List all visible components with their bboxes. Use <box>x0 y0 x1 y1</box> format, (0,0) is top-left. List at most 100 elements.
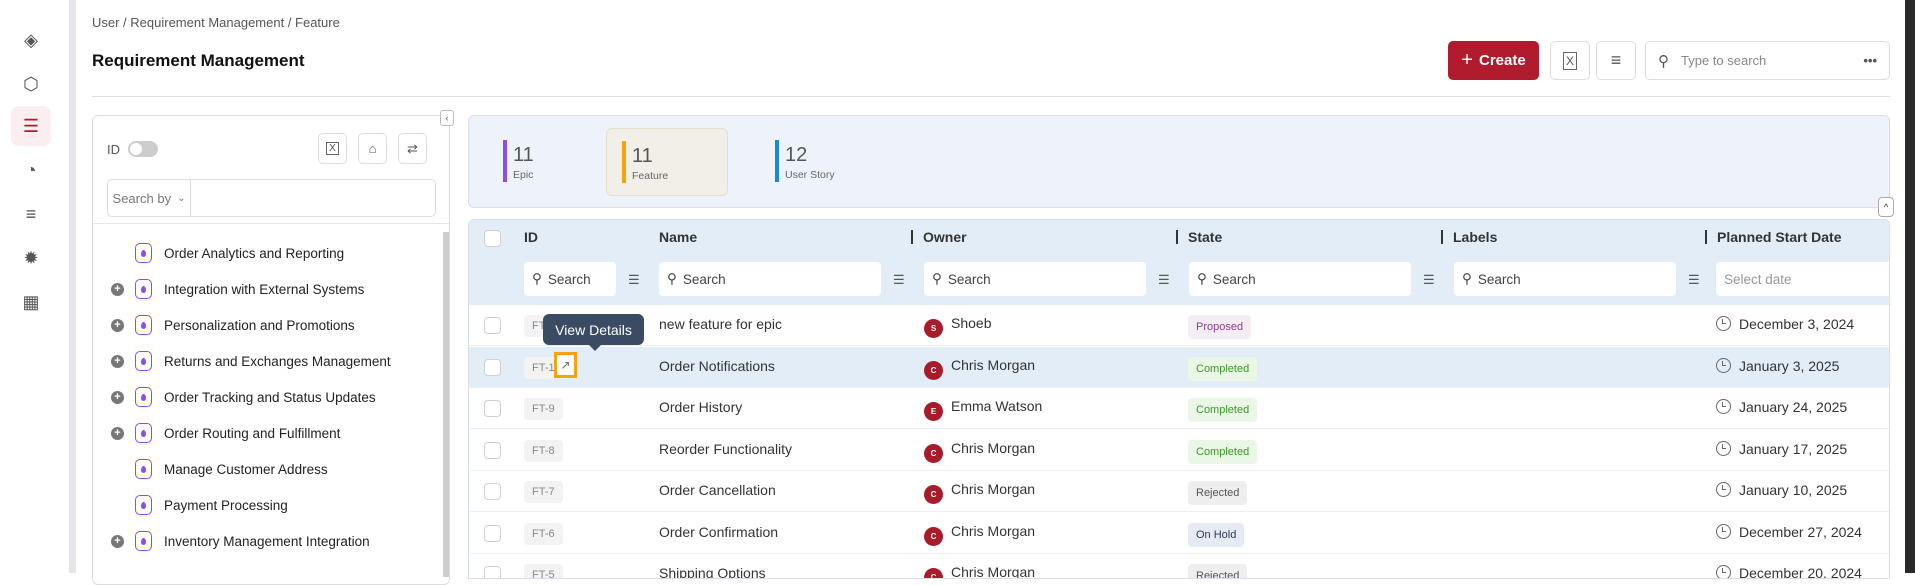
row-checkbox[interactable] <box>484 483 501 500</box>
filter-icon[interactable]: ☰ <box>1158 272 1170 287</box>
playlist-icon[interactable]: ≡ <box>25 203 37 224</box>
tree-scrollbar[interactable] <box>443 232 449 577</box>
select-all-checkbox[interactable] <box>484 230 501 247</box>
feature-name[interactable]: Order Cancellation <box>659 482 776 498</box>
column-filter-input[interactable]: ⚲ Search <box>1189 262 1411 296</box>
status-badge: Proposed <box>1188 315 1252 339</box>
chevron-down-icon: ⌄ <box>177 192 186 204</box>
date-placeholder: Select date <box>1724 271 1792 287</box>
filter-icon[interactable]: ☰ <box>1688 272 1700 287</box>
owner-name: Chris Morgan <box>951 439 1036 456</box>
feature-name[interactable]: Order History <box>659 399 743 415</box>
align-button[interactable]: ≡ <box>1596 41 1636 80</box>
feature-name[interactable]: Order Notifications <box>659 357 775 374</box>
tree-item[interactable]: + Returns and Exchanges Management <box>93 346 449 376</box>
layers-icon[interactable]: ◈ <box>24 29 38 50</box>
stat-feature[interactable]: 11 Feature <box>606 128 728 196</box>
more-icon[interactable]: ••• <box>1863 53 1877 68</box>
tree-item[interactable]: Order Analytics and Reporting <box>93 238 449 268</box>
feature-name[interactable]: Reorder Functionality <box>659 440 793 457</box>
expand-icon[interactable]: + <box>111 318 124 332</box>
column-filter-input[interactable]: ⚲ Search <box>924 262 1146 296</box>
feature-name[interactable]: Shipping Options <box>659 565 766 579</box>
column-filter-input[interactable]: ⚲ Search <box>1454 262 1676 296</box>
tree-item[interactable]: + Order Tracking and Status Updates <box>93 382 449 412</box>
expand-icon[interactable]: + <box>111 390 124 404</box>
excel-export-button[interactable]: X <box>1550 41 1590 80</box>
owner: C Chris Morgan <box>924 481 1035 504</box>
tree-item[interactable]: Manage Customer Address <box>93 454 449 484</box>
tree-item[interactable]: + Integration with External Systems <box>93 274 449 304</box>
column-header-labels[interactable]: Labels <box>1441 229 1497 245</box>
stat-user-story[interactable]: 12 User Story <box>741 128 863 196</box>
view-details-button[interactable]: ↗ <box>554 352 577 378</box>
search-icon: ⚲ <box>1462 271 1472 286</box>
column-header-owner[interactable]: Owner <box>911 229 967 245</box>
stat-epic[interactable]: 11 Epic <box>469 128 591 196</box>
column-header-planned-start-date[interactable]: Planned Start Date <box>1705 229 1841 245</box>
tree-swap-button[interactable]: ⇄ <box>398 133 427 164</box>
column-header-name[interactable]: Name <box>659 229 698 245</box>
stat-count: 11 <box>632 145 653 167</box>
expand-icon[interactable]: + <box>111 534 124 548</box>
table-row[interactable]: FT-5 Shipping Options C Chris Morgan Reje… <box>469 554 1889 579</box>
table-row[interactable]: FT-9 Order History E Emma Watson Complete… <box>469 388 1889 429</box>
collapse-panel-button[interactable]: ‹ <box>440 110 454 126</box>
feature-name[interactable]: new feature for epic <box>659 316 782 332</box>
expand-icon[interactable]: + <box>111 354 124 368</box>
expand-icon[interactable]: + <box>111 426 124 440</box>
table-row[interactable]: FT-8 Reorder Functionality C Chris Morgan… <box>469 429 1889 471</box>
search-icon: ⚲ <box>1658 52 1669 70</box>
global-search-input[interactable]: ⚲ Type to search ••• <box>1645 41 1890 80</box>
row-checkbox[interactable] <box>484 524 501 542</box>
feature-name[interactable]: Order Confirmation <box>659 523 779 540</box>
row-checkbox[interactable] <box>484 441 501 459</box>
column-header-id[interactable]: ID <box>524 229 538 245</box>
filter-icon[interactable]: ☰ <box>893 272 905 287</box>
planned-start-date: January 24, 2025 <box>1716 399 1847 415</box>
filter-icon[interactable]: ☰ <box>628 272 640 287</box>
tree-item[interactable]: + Order Routing and Fulfillment <box>93 418 449 448</box>
breadcrumb: User / Requirement Management / Feature <box>92 15 340 30</box>
search-icon: ⚲ <box>667 271 677 286</box>
checklist-icon[interactable]: ☰ <box>11 106 51 146</box>
bug-icon[interactable]: ✹ <box>23 247 39 268</box>
create-button[interactable]: + Create <box>1448 41 1539 80</box>
search-icon: ⚲ <box>932 271 942 286</box>
avatar: C <box>924 526 943 546</box>
column-filter-input[interactable]: ⚲ Search <box>524 262 616 296</box>
tree-item[interactable]: Payment Processing <box>93 490 449 520</box>
tree-item[interactable]: + Personalization and Promotions <box>93 310 449 340</box>
table-row[interactable]: FT-7 Order Cancellation C Chris Morgan Re… <box>469 471 1889 512</box>
expand-icon[interactable]: + <box>111 282 124 296</box>
table-row[interactable]: FT-10 Order Notifications C Chris Morgan … <box>469 346 1889 388</box>
calendar-icon[interactable]: ▦ <box>22 291 40 312</box>
tree-item[interactable]: + Inventory Management Integration <box>93 526 449 556</box>
id-chip: FT-7 <box>524 481 563 503</box>
tree-home-button[interactable]: ⌂ <box>358 133 387 164</box>
tree-item-label: Order Analytics and Reporting <box>164 245 345 261</box>
stat-color-bar <box>503 140 507 182</box>
collapse-stats-button[interactable]: ^ <box>1878 197 1894 217</box>
filter-icon[interactable]: ☰ <box>1423 272 1435 287</box>
package-icon[interactable]: ⬡ <box>23 73 39 94</box>
filter-placeholder: Search <box>547 271 591 287</box>
filter-placeholder: Search <box>947 271 991 287</box>
row-checkbox[interactable] <box>484 400 501 417</box>
search-by-select[interactable]: Search by ⌄ <box>108 180 191 216</box>
tree-excel-button[interactable]: X <box>318 133 347 164</box>
date-filter-input[interactable]: Select date <box>1716 262 1889 296</box>
document-clock-icon[interactable]: ◔ <box>25 159 37 180</box>
column-header-state[interactable]: State <box>1176 229 1222 245</box>
tree-search-input[interactable] <box>191 180 435 216</box>
row-checkbox[interactable] <box>484 317 501 334</box>
status-badge: Rejected <box>1188 481 1248 505</box>
search-icon: ⚲ <box>1197 271 1207 286</box>
table-row[interactable]: FT-6 Order Confirmation C Chris Morgan On… <box>469 512 1889 554</box>
column-filter-input[interactable]: ⚲ Search <box>659 262 881 296</box>
id-toggle[interactable] <box>128 141 158 157</box>
row-checkbox[interactable] <box>484 358 501 376</box>
sidebar-divider <box>70 0 76 573</box>
clock-icon <box>1716 565 1731 578</box>
